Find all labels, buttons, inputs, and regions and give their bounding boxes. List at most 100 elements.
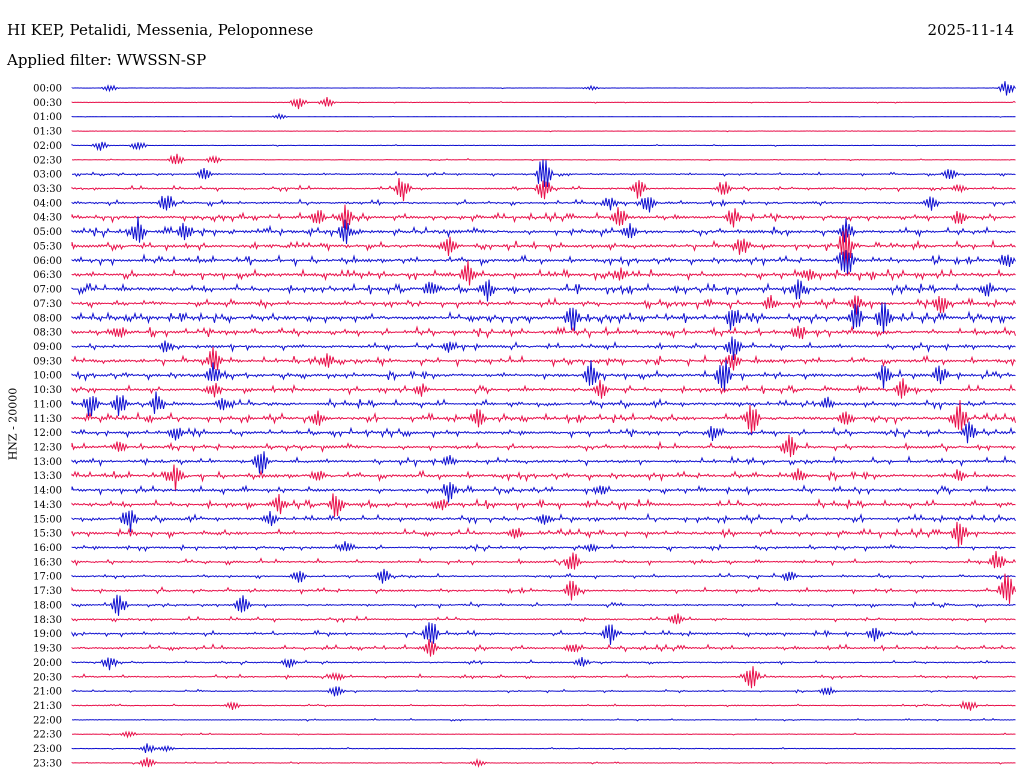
trace-row-1030 [71,378,1016,399]
trace-row-1800 [71,594,1016,616]
row-time-label: 09:00 [33,342,62,353]
trace-row-1530 [71,521,1016,547]
row-time-label: 08:30 [33,328,62,339]
trace-row-1500 [71,510,1016,533]
row-time-label: 22:30 [33,730,62,741]
row-time-label: 13:30 [33,471,62,482]
trace-row-2030 [71,666,1016,689]
row-time-label: 03:30 [33,184,62,195]
row-time-label: 21:00 [33,687,62,698]
trace-row-0530 [71,228,1016,267]
trace-row-2330 [71,757,1016,769]
row-time-label: 19:30 [33,644,62,655]
trace-row-1700 [71,568,1016,584]
trace-row-2130 [71,700,1016,711]
trace-row-2000 [71,657,1016,671]
row-time-label: 12:30 [33,443,62,454]
trace-row-1300 [71,451,1016,474]
trace-row-1430 [71,493,1016,517]
row-time-label: 22:00 [33,715,62,726]
trace-row-1330 [71,464,1016,492]
trace-row-0400 [71,195,1016,213]
row-time-label: 13:00 [33,457,62,468]
row-time-label: 21:30 [33,701,62,712]
trace-row-0430 [71,204,1016,230]
trace-row-2200 [71,717,1016,722]
row-time-label: 17:30 [33,586,62,597]
trace-row-0900 [71,336,1016,361]
trace-row-1730 [71,573,1016,604]
trace-row-0830 [71,325,1016,340]
trace-row-1400 [71,482,1016,503]
trace-row-1600 [71,541,1016,553]
trace-row-1130 [71,400,1016,435]
row-time-label: 05:30 [33,241,62,252]
row-time-label: 17:00 [33,572,62,583]
trace-row-0330 [71,177,1016,202]
trace-row-0500 [71,216,1016,245]
row-time-label: 11:30 [33,414,62,425]
row-time-label: 04:00 [33,198,62,209]
row-time-label: 00:30 [33,98,62,109]
trace-row-0200 [71,141,1016,152]
row-time-label: 01:00 [33,112,62,123]
trace-row-1900 [71,622,1016,645]
row-time-label: 02:00 [33,141,62,152]
trace-row-0600 [71,250,1016,275]
row-time-label: 12:00 [33,428,62,439]
row-time-label: 02:30 [33,155,62,166]
row-time-label: 18:30 [33,615,62,626]
filter-label: Applied filter: WWSSN-SP [7,51,207,69]
trace-row-1100 [71,391,1016,417]
trace-row-1830 [71,613,1016,625]
row-time-label: 18:00 [33,600,62,611]
trace-row-0030 [71,97,1016,110]
trace-row-1000 [71,360,1016,391]
row-time-label: 06:30 [33,270,62,281]
row-time-label: 19:00 [33,629,62,640]
date-label: 2025-11-14 [927,21,1014,39]
row-time-label: 23:00 [33,744,62,755]
trace-row-2100 [71,685,1016,697]
row-time-label: 00:00 [33,84,62,95]
trace-row-0130 [71,130,1016,133]
station-title: HI KEP, Petalidi, Messenia, Peloponnese [7,21,314,39]
trace-row-0930 [71,346,1016,371]
row-time-label: 03:00 [33,170,62,181]
row-time-label: 10:30 [33,385,62,396]
trace-row-1930 [71,638,1016,657]
row-time-label: 15:30 [33,529,62,540]
trace-row-1630 [71,550,1016,570]
row-time-label: 20:30 [33,672,62,683]
trace-row-0300 [71,159,1016,188]
row-time-label: 14:30 [33,500,62,511]
row-time-label: 01:30 [33,127,62,138]
row-time-label: 07:30 [33,299,62,310]
row-time-label: 15:00 [33,514,62,525]
row-time-label: 11:00 [33,399,62,410]
row-time-label: 08:00 [33,313,62,324]
trace-row-2230 [71,730,1016,739]
trace-row-2300 [71,743,1016,754]
trace-row-1230 [71,434,1016,458]
trace-row-0000 [71,81,1016,96]
row-time-label: 07:00 [33,285,62,296]
row-time-label: 10:00 [33,371,62,382]
trace-row-0630 [71,260,1016,286]
row-time-label: 20:00 [33,658,62,669]
row-time-label: 14:00 [33,486,62,497]
row-time-label: 16:30 [33,557,62,568]
row-time-label: 23:30 [33,758,62,769]
trace-row-0800 [71,302,1016,334]
row-time-label: 05:00 [33,227,62,238]
trace-row-0700 [71,279,1016,302]
trace-row-0230 [71,153,1016,165]
row-time-label: 06:00 [33,256,62,267]
row-time-label: 04:30 [33,213,62,224]
trace-row-0100 [71,112,1016,121]
row-time-label: 09:30 [33,356,62,367]
trace-row-0730 [71,294,1016,315]
trace-row-1200 [71,421,1016,444]
row-time-label: 16:00 [33,543,62,554]
